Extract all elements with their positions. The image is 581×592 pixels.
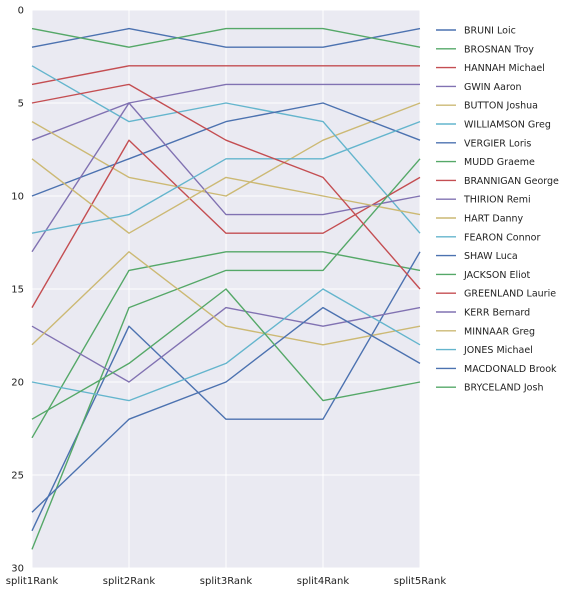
legend-label: HART Danny — [464, 214, 524, 225]
legend-label: FEARON Connor — [464, 232, 540, 243]
series-line-fearon-connor — [31, 120, 421, 234]
legend-label: MACDONALD Brook — [464, 364, 557, 375]
legend-label: SHAW Luca — [464, 251, 518, 262]
legend: BRUNI Loic BROSNAN Troy HANNAH Michael GWIN… — [436, 26, 559, 394]
legend-item: MACDONALD Brook — [436, 364, 557, 375]
legend-item: FEARON Connor — [436, 232, 540, 243]
legend-item: JACKSON Eliot — [436, 270, 531, 281]
legend-label: BUTTON Joshua — [464, 101, 538, 112]
legend-item: GREENLAND Laurie — [436, 289, 556, 300]
legend-label: BROSNAN Troy — [464, 44, 534, 55]
y-tick-label: 15 — [11, 285, 24, 296]
x-tick-label: split4Rank — [297, 576, 350, 587]
legend-item: VERGIER Loris — [436, 138, 531, 149]
legend-item: BROSNAN Troy — [436, 44, 534, 55]
legend-item: BRYCELAND Josh — [436, 383, 543, 394]
x-tick-label: split1Rank — [6, 576, 59, 587]
series-line-minnaar-greg — [31, 251, 421, 346]
legend-item: WILLIAMSON Greg — [436, 120, 551, 131]
legend-item: GWIN Aaron — [436, 82, 522, 93]
y-tick-label: 5 — [18, 99, 24, 110]
legend-label: JACKSON Eliot — [463, 270, 531, 281]
legend-label: VERGIER Loris — [464, 138, 531, 149]
legend-item: JONES Michael — [436, 345, 533, 356]
legend-item: BUTTON Joshua — [436, 101, 538, 112]
series-line-hannah-michael — [31, 65, 420, 86]
x-tick-label: split5Rank — [394, 576, 447, 587]
series-line-williamson-greg — [31, 65, 421, 234]
legend-label: MINNAAR Greg — [464, 326, 535, 337]
legend-label: HANNAH Michael — [464, 63, 545, 74]
legend-item: SHAW Luca — [436, 251, 518, 262]
series-line-jackson-eliot — [31, 158, 421, 550]
series-line-vergier-loris — [31, 102, 421, 197]
legend-label: BRUNI Loic — [464, 26, 516, 37]
legend-label: GREENLAND Laurie — [464, 289, 556, 300]
legend-label: JONES Michael — [463, 345, 533, 356]
y-tick-label: 20 — [11, 378, 24, 389]
y-tick-label: 10 — [11, 192, 24, 203]
plot-area: 0 5 10 15 20 25 30 split1Rank split2Rank split3R… — [6, 6, 447, 588]
legend-item: KERR Bernard — [436, 308, 530, 319]
legend-label: KERR Bernard — [464, 308, 530, 319]
legend-item: HANNAH Michael — [436, 63, 545, 74]
series-line-mudd-graeme — [31, 251, 421, 439]
legend-item: MUDD Graeme — [436, 157, 535, 168]
x-tick-label: split2Rank — [103, 576, 156, 587]
series-line-hart-danny — [31, 158, 421, 234]
legend-item: MINNAAR Greg — [436, 326, 535, 337]
legend-label: WILLIAMSON Greg — [464, 120, 551, 131]
series-line-thirion-remi — [31, 102, 421, 253]
series-line-bruni-loic — [31, 27, 421, 48]
legend-item: HART Danny — [436, 214, 524, 225]
series-line-greenland-laurie — [31, 83, 421, 290]
series-line-bryceland-josh — [31, 288, 421, 420]
legend-item: BRANNIGAN George — [436, 176, 559, 187]
x-tick-label: split3Rank — [200, 576, 253, 587]
series-line-kerr-bernard — [31, 306, 421, 383]
y-tick-label: 25 — [11, 471, 24, 482]
y-tick-label: 0 — [18, 6, 24, 17]
legend-label: GWIN Aaron — [464, 82, 522, 93]
series-line-brosnan-troy — [31, 27, 421, 48]
legend-label: BRYCELAND Josh — [464, 383, 543, 394]
y-axis-ticks: 0 5 10 15 20 25 30 — [11, 6, 24, 575]
legend-item: THIRION Remi — [436, 195, 531, 206]
legend-item: BRUNI Loic — [436, 26, 516, 37]
y-tick-label: 30 — [11, 564, 24, 575]
x-axis-ticks: split1Rank split2Rank split3Rank split4Rank… — [6, 576, 447, 587]
legend-label: BRANNIGAN George — [464, 176, 559, 187]
series-line-macdonald-brook — [31, 306, 421, 513]
series-line-button-joshua — [31, 102, 421, 197]
legend-label: MUDD Graeme — [464, 157, 535, 168]
legend-label: THIRION Remi — [463, 195, 531, 206]
series-line-gwin-aaron — [31, 83, 420, 141]
series-lines — [31, 27, 421, 550]
series-line-jones-michael — [31, 288, 421, 402]
